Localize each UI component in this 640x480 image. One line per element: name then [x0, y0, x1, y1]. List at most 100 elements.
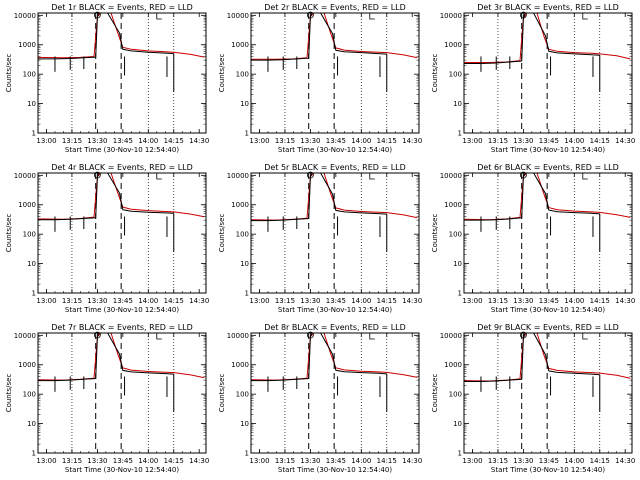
x-axis-label: Start Time (30-Nov-10 12:54:40) — [491, 146, 605, 154]
y-tick-label: 100 — [236, 391, 249, 399]
plot-frame — [463, 172, 633, 294]
x-tick-label: 14:15 — [590, 297, 610, 305]
y-tick-label: 10 — [453, 420, 462, 428]
events-series-line — [464, 173, 600, 221]
bracket-marker — [582, 13, 588, 20]
plot-frame — [250, 172, 420, 294]
y-tick-label: 10 — [27, 100, 36, 108]
panel-title: Det 5r BLACK = Events, RED = LLD — [264, 163, 406, 172]
chart-panel-7: Det 7r BLACK = Events, RED = LLD 13:00 13:… — [5, 323, 209, 474]
marker-circle — [519, 171, 527, 179]
x-tick-label: 14:00 — [351, 297, 371, 305]
y-tick-label: 1000 — [18, 41, 36, 49]
marker-circle — [306, 171, 314, 179]
x-tick-label: 13:45 — [539, 457, 559, 465]
bracket-marker — [369, 173, 375, 180]
y-tick-label: 10 — [27, 260, 36, 268]
y-tick-label: 1 — [32, 130, 36, 138]
x-axis-label: Start Time (30-Nov-10 12:54:40) — [65, 146, 179, 154]
y-tick-label: 10000 — [14, 12, 36, 20]
x-tick-label: 14:00 — [564, 457, 584, 465]
plot-frame — [250, 332, 420, 454]
y-tick-label: 10000 — [440, 172, 462, 180]
events-series-line — [464, 333, 600, 382]
y-axis-label: Counts/sec — [218, 54, 226, 93]
y-axis-label: Counts/sec — [431, 374, 439, 413]
events-series-line — [251, 333, 387, 382]
y-tick-label: 1000 — [231, 361, 249, 369]
y-tick-label: 10000 — [440, 332, 462, 340]
x-axis-label: Start Time (30-Nov-10 12:54:40) — [278, 306, 392, 314]
x-axis-label: Start Time (30-Nov-10 12:54:40) — [65, 466, 179, 474]
marker-circle — [519, 11, 527, 19]
x-tick-label: 13:45 — [113, 297, 133, 305]
x-tick-label: 13:15 — [275, 137, 295, 145]
y-tick-label: 100 — [236, 231, 249, 239]
x-tick-label: 13:30 — [300, 137, 320, 145]
y-tick-label: 1000 — [444, 41, 462, 49]
x-axis-label: Start Time (30-Nov-10 12:54:40) — [491, 306, 605, 314]
x-tick-label: 13:15 — [488, 137, 508, 145]
x-tick-label: 13:15 — [62, 457, 82, 465]
x-tick-label: 14:30 — [615, 137, 635, 145]
x-tick-label: 14:30 — [402, 137, 422, 145]
y-tick-label: 1 — [245, 130, 249, 138]
panel-title: Det 2r BLACK = Events, RED = LLD — [264, 3, 406, 12]
x-tick-label: 13:15 — [488, 297, 508, 305]
x-tick-label: 13:30 — [87, 457, 107, 465]
y-axis-label: Counts/sec — [431, 54, 439, 93]
x-tick-label: 13:30 — [513, 137, 533, 145]
x-tick-label: 13:00 — [36, 297, 56, 305]
y-tick-label: 1000 — [18, 201, 36, 209]
chart-panel-2: Det 2r BLACK = Events, RED = LLD 13:00 13:… — [218, 3, 422, 154]
chart-panel-8: Det 8r BLACK = Events, RED = LLD 13:00 13:… — [218, 323, 422, 474]
x-tick-label: 14:15 — [377, 457, 397, 465]
events-series-line — [464, 13, 600, 64]
y-axis-label: Counts/sec — [5, 374, 13, 413]
x-tick-label: 14:30 — [189, 297, 209, 305]
y-tick-label: 10 — [453, 100, 462, 108]
x-tick-label: 14:30 — [402, 457, 422, 465]
x-tick-label: 13:00 — [462, 457, 482, 465]
x-tick-label: 13:30 — [300, 457, 320, 465]
x-tick-label: 13:45 — [539, 297, 559, 305]
y-tick-label: 1000 — [444, 201, 462, 209]
x-tick-label: 13:45 — [326, 137, 346, 145]
x-tick-label: 14:00 — [138, 137, 158, 145]
marker-circle — [93, 11, 101, 19]
bracket-marker — [369, 333, 375, 340]
events-series-line — [38, 333, 174, 382]
x-tick-label: 14:30 — [615, 457, 635, 465]
marker-circle — [93, 331, 101, 339]
plot-frame — [37, 172, 207, 294]
x-tick-label: 13:00 — [249, 297, 269, 305]
y-tick-label: 10000 — [227, 12, 249, 20]
y-tick-label: 100 — [449, 231, 462, 239]
y-tick-label: 1 — [32, 450, 36, 458]
bracket-marker — [582, 333, 588, 340]
panel-title: Det 3r BLACK = Events, RED = LLD — [477, 3, 619, 12]
y-tick-label: 1 — [458, 450, 462, 458]
panel-title: Det 9r BLACK = Events, RED = LLD — [477, 323, 619, 332]
chart-panel-9: Det 9r BLACK = Events, RED = LLD 13:00 13:… — [431, 323, 635, 474]
x-tick-label: 14:15 — [377, 137, 397, 145]
x-tick-label: 13:30 — [300, 297, 320, 305]
x-tick-label: 13:45 — [539, 137, 559, 145]
plot-frame — [37, 332, 207, 454]
x-tick-label: 14:15 — [377, 297, 397, 305]
y-axis-label: Counts/sec — [218, 214, 226, 253]
plot-frame — [37, 12, 207, 134]
x-tick-label: 13:00 — [462, 297, 482, 305]
y-tick-label: 1000 — [18, 361, 36, 369]
panel-title: Det 7r BLACK = Events, RED = LLD — [51, 323, 193, 332]
x-tick-label: 14:00 — [564, 297, 584, 305]
x-tick-label: 13:00 — [249, 137, 269, 145]
x-axis-label: Start Time (30-Nov-10 12:54:40) — [65, 306, 179, 314]
panel-title: Det 4r BLACK = Events, RED = LLD — [51, 163, 193, 172]
y-tick-label: 10000 — [227, 172, 249, 180]
x-tick-label: 13:30 — [87, 137, 107, 145]
x-tick-label: 13:00 — [249, 457, 269, 465]
chart-panel-6: Det 6r BLACK = Events, RED = LLD 13:00 13:… — [431, 163, 635, 314]
y-tick-label: 10000 — [440, 12, 462, 20]
bracket-marker — [369, 13, 375, 20]
